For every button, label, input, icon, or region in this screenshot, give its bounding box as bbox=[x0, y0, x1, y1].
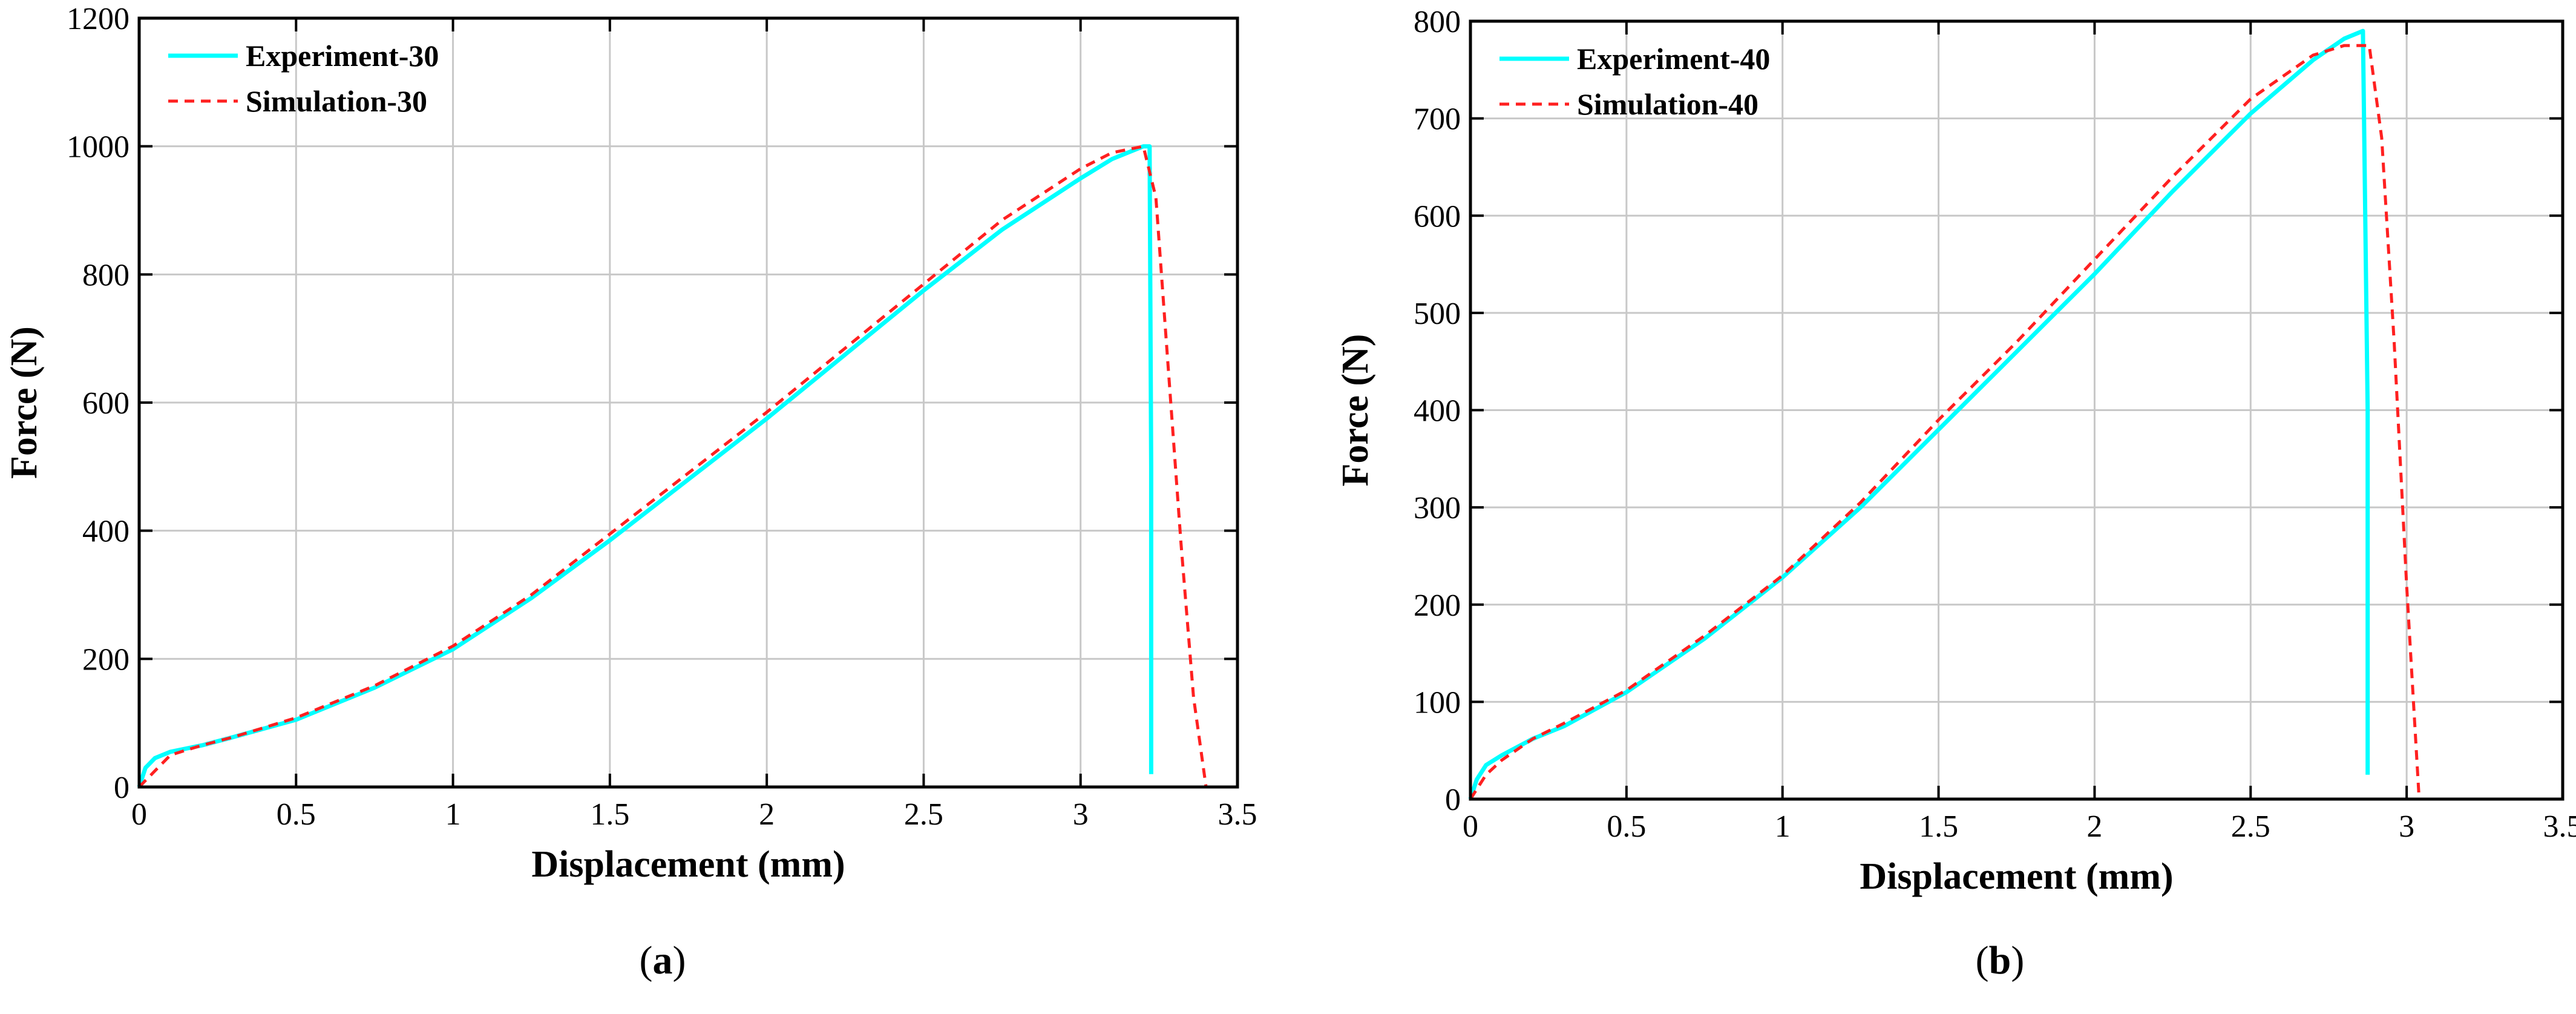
legend-label-simulation-40: Simulation-40 bbox=[1577, 87, 1758, 121]
y-tick-label: 1000 bbox=[67, 130, 129, 165]
series-line-experiment-30 bbox=[137, 144, 1153, 788]
y-tick-label: 800 bbox=[82, 258, 129, 292]
x-tick-label: 3.5 bbox=[2543, 809, 2576, 844]
x-tick-label: 1 bbox=[1775, 809, 1791, 844]
y-tick-label: 700 bbox=[1414, 102, 1461, 137]
y-tick-label: 0 bbox=[1445, 783, 1461, 817]
y-tick-label: 1200 bbox=[67, 2, 129, 36]
x-tick-label: 3 bbox=[1073, 797, 1089, 832]
panel-label: (a) bbox=[640, 938, 686, 983]
series-line-simulation-40 bbox=[1469, 44, 2421, 800]
x-tick-label: 2.5 bbox=[2231, 809, 2270, 844]
series-line-experiment-40 bbox=[1468, 28, 2370, 800]
series-line-simulation-30 bbox=[138, 145, 1208, 788]
x-tick-label: 2 bbox=[2086, 809, 2102, 844]
x-tick-label: 1.5 bbox=[590, 797, 629, 832]
x-tick-label: 0 bbox=[131, 797, 147, 832]
x-tick-label: 0 bbox=[1463, 809, 1478, 844]
y-tick-label: 800 bbox=[1414, 5, 1461, 39]
y-tick-label: 300 bbox=[1414, 491, 1461, 525]
x-tick-label: 0.5 bbox=[1607, 809, 1646, 844]
y-axis-title: Force (N) bbox=[4, 326, 45, 479]
chart-panel-a: 0 0.5 1 1.5 2 2.5 3 3.5 0 200 400 600 800 1000 1200 Dis… bbox=[4, 2, 1257, 983]
y-tick-label: 100 bbox=[1414, 685, 1461, 720]
y-tick-label: 200 bbox=[82, 642, 129, 677]
y-tick-label: 500 bbox=[1414, 297, 1461, 331]
y-tick-label: 0 bbox=[114, 771, 129, 805]
y-tick-label: 600 bbox=[82, 386, 129, 421]
y-tick-label: 600 bbox=[1414, 199, 1461, 234]
panel-label: (b) bbox=[1976, 938, 2025, 983]
y-tick-label: 400 bbox=[82, 515, 129, 549]
y-axis-title: Force (N) bbox=[1335, 334, 1376, 487]
legend-label-experiment-30: Experiment-30 bbox=[246, 39, 439, 73]
x-tick-label: 1.5 bbox=[1919, 809, 1958, 844]
x-tick-label: 3 bbox=[2399, 809, 2414, 844]
legend-label-experiment-40: Experiment-40 bbox=[1577, 42, 1770, 76]
x-axis-title: Displacement (mm) bbox=[531, 844, 845, 885]
x-axis-title: Displacement (mm) bbox=[1860, 856, 2173, 897]
x-tick-label: 2 bbox=[759, 797, 775, 832]
x-tick-label: 2.5 bbox=[904, 797, 943, 832]
legend-label-simulation-30: Simulation-30 bbox=[246, 84, 427, 118]
x-tick-label: 3.5 bbox=[1218, 797, 1257, 832]
x-tick-label: 0.5 bbox=[277, 797, 316, 832]
y-tick-label: 400 bbox=[1414, 394, 1461, 429]
chart-panel-b: 0 0.5 1 1.5 2 2.5 3 3.5 0 100 200 300 400 500 600 700 80… bbox=[1335, 5, 2576, 983]
y-tick-label: 200 bbox=[1414, 588, 1461, 623]
x-tick-label: 1 bbox=[445, 797, 461, 832]
